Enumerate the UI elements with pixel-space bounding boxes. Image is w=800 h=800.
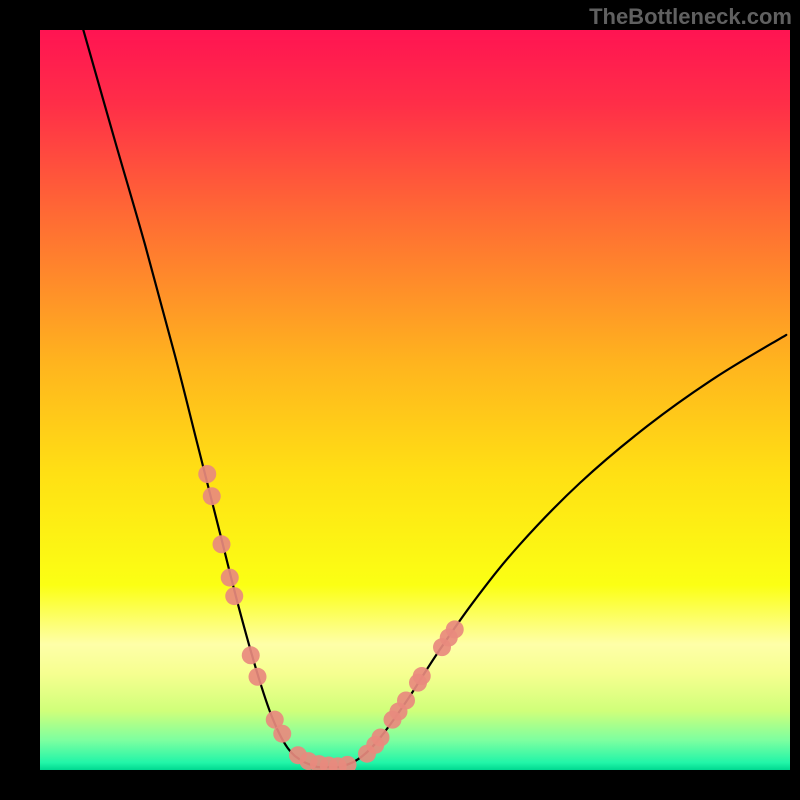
gradient-background xyxy=(40,30,790,770)
data-bead xyxy=(221,569,239,587)
plot-area xyxy=(40,30,790,770)
data-bead xyxy=(397,691,415,709)
data-bead xyxy=(225,587,243,605)
data-bead xyxy=(213,535,231,553)
data-bead xyxy=(372,728,390,746)
data-bead xyxy=(446,620,464,638)
data-bead xyxy=(198,465,216,483)
outer-frame: TheBottleneck.com xyxy=(0,0,800,800)
data-bead xyxy=(413,667,431,685)
bottleneck-chart xyxy=(40,30,790,770)
data-bead xyxy=(273,725,291,743)
data-bead xyxy=(242,646,260,664)
data-bead xyxy=(203,487,221,505)
watermark-text: TheBottleneck.com xyxy=(589,4,792,30)
data-bead xyxy=(249,668,267,686)
